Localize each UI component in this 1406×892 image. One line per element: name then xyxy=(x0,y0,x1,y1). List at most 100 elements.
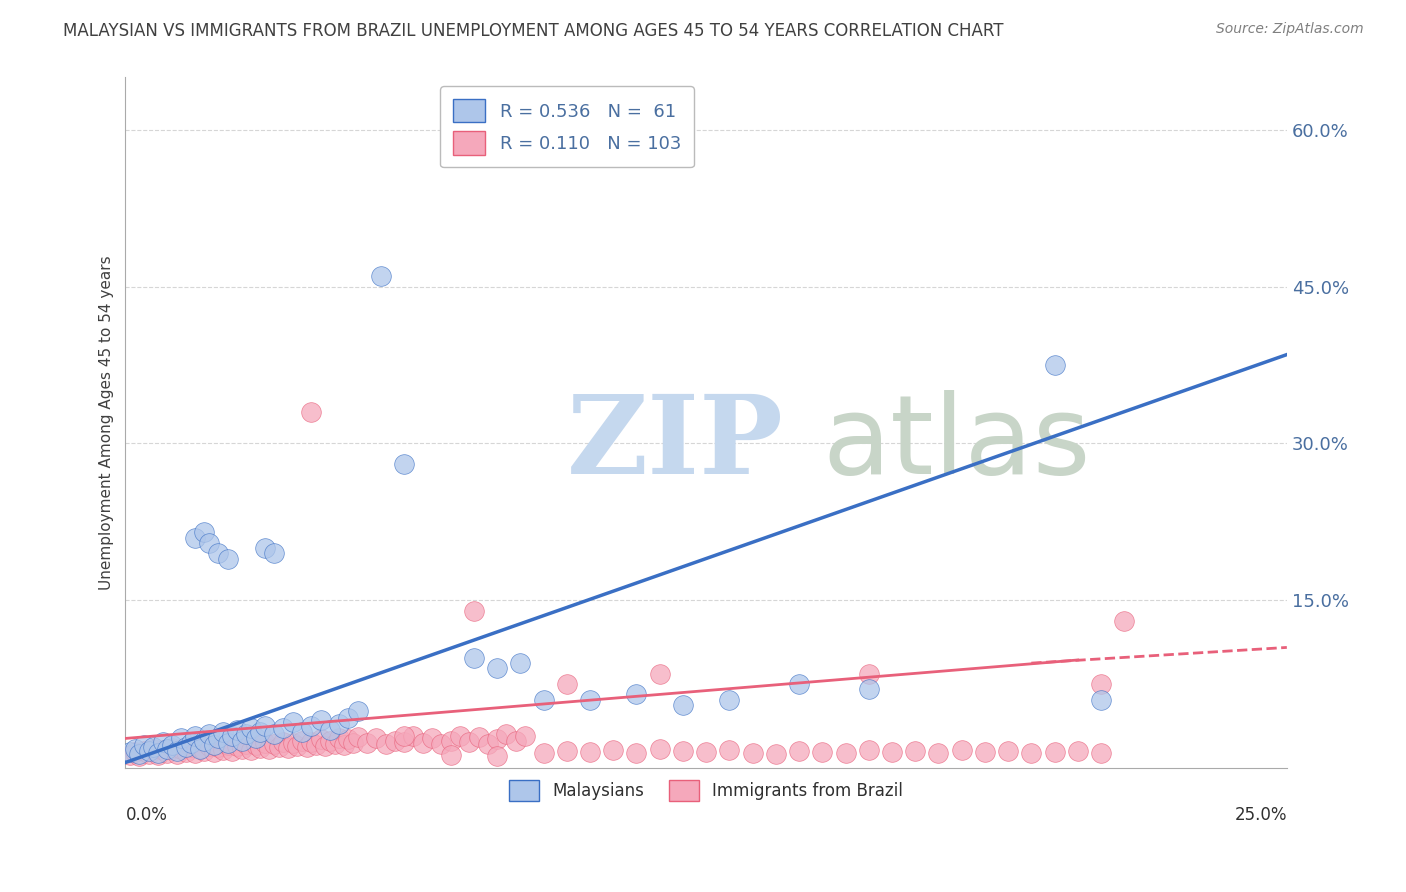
Point xyxy=(1021,746,1043,760)
Legend: Malaysians, Immigrants from Brazil: Malaysians, Immigrants from Brazil xyxy=(499,770,914,811)
Point xyxy=(672,744,695,758)
Point xyxy=(1114,615,1136,629)
Point xyxy=(217,551,239,566)
Point xyxy=(217,738,239,752)
Point xyxy=(174,745,197,759)
Point xyxy=(328,716,350,731)
Point xyxy=(184,531,207,545)
Point xyxy=(1090,677,1112,691)
Point xyxy=(217,736,239,750)
Point xyxy=(273,721,295,735)
Point xyxy=(495,727,517,741)
Point xyxy=(1090,746,1112,760)
Point xyxy=(305,738,328,752)
Point xyxy=(458,734,481,748)
Point xyxy=(648,666,671,681)
Point xyxy=(207,739,229,754)
Point xyxy=(174,739,197,754)
Point xyxy=(184,746,207,760)
Point xyxy=(142,742,165,756)
Point xyxy=(299,405,322,419)
Point xyxy=(156,746,179,760)
Point xyxy=(295,739,318,754)
Point xyxy=(198,536,221,550)
Point xyxy=(138,744,160,758)
Point xyxy=(166,744,188,758)
Text: Source: ZipAtlas.com: Source: ZipAtlas.com xyxy=(1216,22,1364,37)
Point xyxy=(281,714,304,729)
Point xyxy=(231,742,253,756)
Point xyxy=(170,731,193,746)
Point xyxy=(440,733,463,747)
Point xyxy=(226,723,249,737)
Point xyxy=(198,727,221,741)
Point xyxy=(384,733,406,747)
Point xyxy=(486,732,509,747)
Point xyxy=(319,723,342,737)
Point xyxy=(695,745,717,759)
Point xyxy=(193,733,215,747)
Point xyxy=(188,742,211,756)
Point xyxy=(319,733,342,747)
Point xyxy=(235,727,257,741)
Point xyxy=(273,734,295,748)
Point xyxy=(291,733,314,747)
Point xyxy=(858,666,880,681)
Point xyxy=(811,745,834,759)
Point xyxy=(202,745,225,759)
Point xyxy=(626,688,648,702)
Point xyxy=(858,743,880,757)
Point xyxy=(555,677,578,691)
Point xyxy=(950,743,973,757)
Point xyxy=(267,739,290,754)
Point xyxy=(1090,692,1112,706)
Point xyxy=(202,738,225,752)
Point xyxy=(285,739,308,753)
Point xyxy=(509,656,531,670)
Point xyxy=(420,731,443,746)
Point xyxy=(221,729,243,743)
Text: 0.0%: 0.0% xyxy=(125,805,167,823)
Point xyxy=(299,719,322,733)
Point xyxy=(440,748,463,763)
Point xyxy=(193,744,215,758)
Point xyxy=(263,737,285,751)
Point xyxy=(579,745,602,759)
Point xyxy=(152,743,174,757)
Point xyxy=(249,725,271,739)
Point xyxy=(277,740,299,755)
Point xyxy=(253,736,276,750)
Point xyxy=(221,744,243,758)
Point xyxy=(1043,745,1066,759)
Point xyxy=(281,736,304,750)
Point xyxy=(170,742,193,756)
Point xyxy=(259,742,281,756)
Point xyxy=(467,731,489,745)
Point xyxy=(124,745,146,759)
Point xyxy=(124,742,146,756)
Point xyxy=(513,729,536,743)
Point xyxy=(309,713,332,727)
Point xyxy=(309,732,332,747)
Point xyxy=(263,727,285,741)
Point xyxy=(226,739,249,753)
Point xyxy=(392,729,415,743)
Point xyxy=(239,721,262,735)
Point xyxy=(337,710,360,724)
Point xyxy=(1067,744,1090,758)
Point xyxy=(370,269,392,284)
Point xyxy=(142,739,165,754)
Point xyxy=(973,745,995,759)
Point xyxy=(486,661,509,675)
Point xyxy=(718,743,741,757)
Point xyxy=(346,731,368,745)
Point xyxy=(997,744,1019,758)
Point xyxy=(392,458,415,472)
Point xyxy=(184,729,207,743)
Point xyxy=(486,749,509,764)
Point xyxy=(239,743,262,757)
Point xyxy=(787,744,810,758)
Text: MALAYSIAN VS IMMIGRANTS FROM BRAZIL UNEMPLOYMENT AMONG AGES 45 TO 54 YEARS CORRE: MALAYSIAN VS IMMIGRANTS FROM BRAZIL UNEM… xyxy=(63,22,1004,40)
Text: atlas: atlas xyxy=(823,390,1091,497)
Text: 25.0%: 25.0% xyxy=(1234,805,1286,823)
